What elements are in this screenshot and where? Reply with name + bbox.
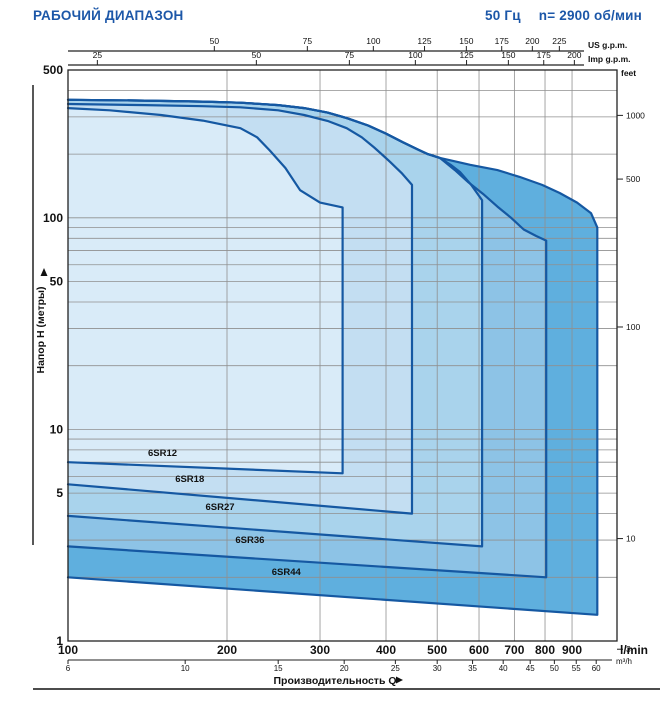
us-gpm-tick-label: 175 — [495, 36, 509, 46]
lmin-tick-label: 100 — [58, 643, 78, 657]
us-gpm-tick-label: 200 — [525, 36, 539, 46]
feet-unit-label: feet — [621, 68, 636, 78]
feet-axis: feet 1000 500 100 10 3 — [617, 68, 645, 654]
frequency-label: 50 Гц — [485, 8, 521, 23]
us-gpm-tick-label: 50 — [210, 36, 220, 46]
imp-gpm-tick-label: 25 — [93, 50, 103, 60]
us-gpm-tick-label: 150 — [459, 36, 473, 46]
m3h-tick-label: 6 — [66, 664, 71, 673]
m3h-tick-label: 40 — [499, 664, 508, 673]
series-fills — [68, 99, 598, 615]
series-label-6SR18: 6SR18 — [175, 474, 204, 485]
flow-axis-arrow-icon — [396, 676, 403, 684]
series-label-6SR12: 6SR12 — [148, 448, 177, 459]
us-gpm-unit-label: US g.p.m. — [588, 40, 627, 50]
lmin-tick-label: 900 — [562, 643, 582, 657]
imp-gpm-tick-label: 200 — [567, 50, 581, 60]
y-axis-title: Напор H (метры) — [32, 85, 48, 545]
plot-frame — [67, 69, 618, 642]
m3h-tick-label: 60 — [592, 664, 601, 673]
imp-gpm-tick-label: 50 — [252, 50, 262, 60]
series-outlines — [66, 98, 599, 616]
lmin-tick-label: 700 — [504, 643, 524, 657]
m3h-tick-label: 45 — [526, 664, 535, 673]
us-gpm-axis: 50 75 100 125 150 175 200 225 US g.p.m. — [68, 36, 627, 52]
feet-tick-label: 1000 — [626, 110, 645, 120]
head-axis-arrow-icon — [40, 268, 48, 276]
series-label-6SR36: 6SR36 — [235, 535, 264, 546]
us-gpm-tick-label: 100 — [366, 36, 380, 46]
head-axis-title: Напор H (метры) — [35, 287, 47, 374]
plot-border — [67, 69, 618, 642]
m3h-tick-label: 50 — [550, 664, 559, 673]
us-gpm-tick-label: 75 — [303, 36, 313, 46]
lmin-tick-label: 200 — [217, 643, 237, 657]
lmin-tick-label: 400 — [376, 643, 396, 657]
head-axis: 500 100 50 10 5 1 — [43, 63, 63, 648]
series-label-6SR27: 6SR27 — [205, 502, 234, 513]
feet-tick-label: 100 — [626, 322, 640, 332]
head-tick-label: 100 — [43, 211, 63, 225]
lmin-tick-label: 800 — [535, 643, 555, 657]
head-tick-label: 50 — [50, 274, 64, 288]
m3h-tick-label: 35 — [468, 664, 477, 673]
lmin-tick-label: 500 — [427, 643, 447, 657]
region-outline-6SR12 — [66, 107, 344, 475]
region-outline-6SR18 — [66, 102, 414, 515]
m3h-tick-label: 30 — [433, 664, 442, 673]
x-axis-title: Производительность Q — [33, 675, 660, 690]
m3h-tick-label: 25 — [391, 664, 400, 673]
us-gpm-tick-label: 225 — [552, 36, 566, 46]
head-tick-label: 10 — [50, 422, 64, 436]
m3h-tick-label: 20 — [340, 664, 349, 673]
lmin-unit-label: l/min — [620, 643, 648, 657]
head-tick-label: 500 — [43, 63, 63, 77]
lmin-tick-label: 600 — [469, 643, 489, 657]
m3h-tick-label: 55 — [572, 664, 581, 673]
m3h-unit-label: m³/h — [616, 657, 632, 666]
imp-gpm-tick-label: 125 — [459, 50, 473, 60]
m3h-tick-label: 15 — [274, 664, 283, 673]
head-tick-label: 5 — [56, 486, 63, 500]
imp-gpm-axis: 25 50 75 100 125 150 175 200 Imp g.p.m. — [68, 50, 631, 66]
flow-axis-title: Производительность Q — [273, 675, 396, 687]
feet-tick-label: 500 — [626, 174, 640, 184]
feet-tick-label: 3 — [626, 644, 631, 654]
series-label-6SR44: 6SR44 — [272, 567, 302, 578]
speed-label: n= 2900 об/мин — [538, 8, 642, 23]
lmin-axis: 100 200 300 400 500 600 700 800 900 l/min — [58, 643, 648, 657]
imp-gpm-tick-label: 150 — [501, 50, 515, 60]
imp-gpm-tick-label: 100 — [408, 50, 422, 60]
m3h-tick-label: 10 — [181, 664, 190, 673]
lmin-tick-label: 300 — [310, 643, 330, 657]
head-tick-label: 1 — [56, 634, 63, 648]
chart-header: РАБОЧИЙ ДИАПАЗОН 50 Гц n= 2900 об/мин — [33, 8, 642, 23]
operating-conditions: 50 Гц n= 2900 об/мин — [485, 8, 642, 23]
imp-gpm-tick-label: 75 — [345, 50, 355, 60]
region-fill-6SR12 — [68, 108, 343, 474]
series-labels: 6SR12 6SR18 6SR27 6SR36 6SR44 — [148, 448, 302, 578]
region-outline-6SR27 — [66, 98, 484, 548]
imp-gpm-unit-label: Imp g.p.m. — [588, 54, 631, 64]
page-title: РАБОЧИЙ ДИАПАЗОН — [33, 8, 184, 23]
imp-gpm-tick-label: 175 — [537, 50, 551, 60]
m3h-axis: 6 10 15 20 25 30 35 40 45 50 55 60 m³/h — [66, 657, 632, 673]
feet-tick-label: 10 — [626, 534, 636, 544]
us-gpm-tick-label: 125 — [417, 36, 431, 46]
